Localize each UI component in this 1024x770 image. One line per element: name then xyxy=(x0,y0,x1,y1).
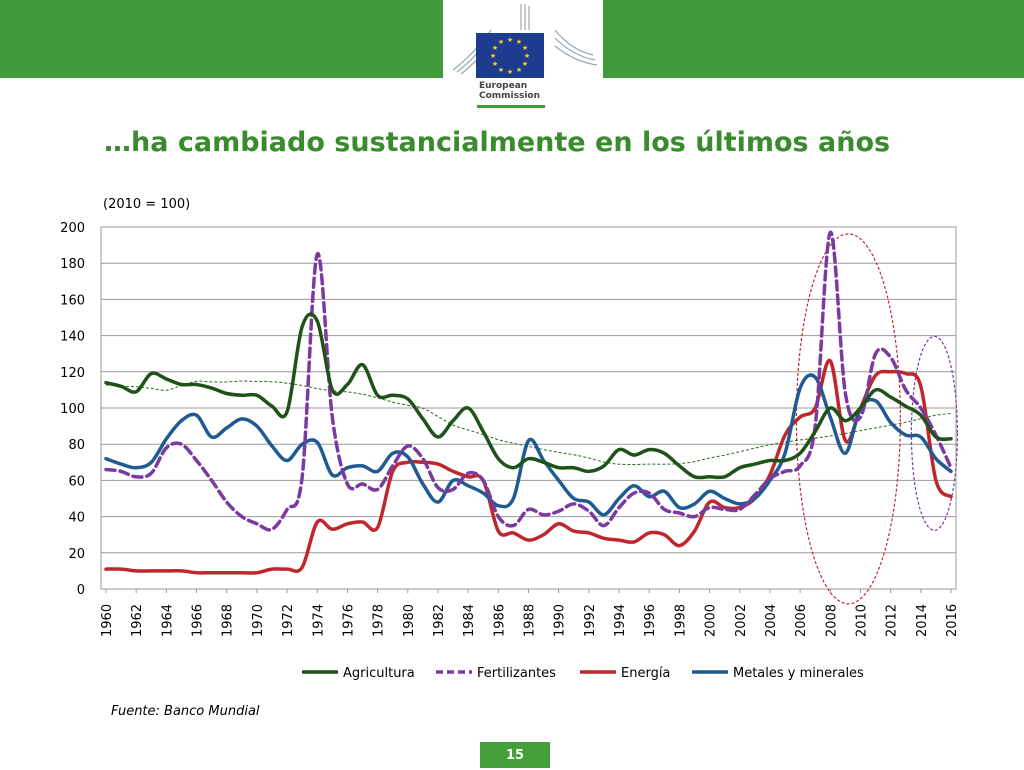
x-tick-label: 1992 xyxy=(583,604,598,637)
svg-text:★: ★ xyxy=(522,60,528,68)
series-line-energ-a xyxy=(104,359,953,575)
svg-text:★: ★ xyxy=(522,44,528,52)
x-tick-label: 2004 xyxy=(764,604,779,637)
logo-text: European Commission xyxy=(479,81,540,101)
x-tick-label: 2000 xyxy=(704,604,719,637)
x-tick-label: 1984 xyxy=(462,604,477,637)
legend-label: Energía xyxy=(621,666,670,681)
x-tick-label: 1990 xyxy=(553,604,568,637)
logo-line-2: Commission xyxy=(479,91,541,101)
x-tick-label: 1988 xyxy=(523,604,538,637)
y-tick-label: 180 xyxy=(60,257,85,272)
svg-text:★: ★ xyxy=(516,38,522,46)
y-tick-label: 100 xyxy=(60,402,85,417)
eu-flag-icon: ★ ★★ ★★★ ★★★ ★★★ xyxy=(452,4,598,78)
page-number: 15 xyxy=(480,742,550,768)
y-tick-label: 140 xyxy=(60,330,85,345)
svg-text:★: ★ xyxy=(492,60,498,68)
x-tick-label: 1982 xyxy=(432,604,447,637)
logo-line-1: European xyxy=(479,81,528,91)
series-line-agricultura xyxy=(104,312,953,480)
svg-text:★: ★ xyxy=(516,66,522,74)
x-tick-label: 2002 xyxy=(734,604,749,637)
slide-title: …ha cambiado sustancialmente en los últi… xyxy=(104,127,891,158)
y-tick-label: 120 xyxy=(60,366,85,381)
svg-text:★: ★ xyxy=(498,66,504,74)
series-line-metales-y-minerales xyxy=(104,373,953,517)
y-tick-label: 200 xyxy=(60,221,85,236)
x-tick-label: 2016 xyxy=(945,604,960,637)
x-tick-label: 1960 xyxy=(100,604,115,637)
x-tick-label: 1972 xyxy=(281,604,296,637)
y-tick-label: 40 xyxy=(68,511,85,526)
x-tick-label: 2012 xyxy=(885,604,900,637)
x-tick-label: 1962 xyxy=(130,604,145,637)
x-tick-label: 1964 xyxy=(160,604,175,637)
svg-text:★: ★ xyxy=(507,68,513,76)
y-tick-label: 0 xyxy=(77,583,85,598)
x-tick-label: 1976 xyxy=(341,604,356,637)
x-tick-label: 1968 xyxy=(221,604,236,637)
x-tick-label: 1986 xyxy=(492,604,507,637)
x-tick-label: 1970 xyxy=(251,604,266,637)
y-tick-label: 20 xyxy=(68,547,85,562)
european-commission-logo: ★ ★ ★ ★ ★ ★ ★ ★ ★ ★ ★ ★ xyxy=(443,0,603,112)
x-tick-label: 2014 xyxy=(915,604,930,637)
x-tick-label: 1978 xyxy=(372,604,387,637)
x-tick-label: 2006 xyxy=(794,604,809,637)
unit-note: (2010 = 100) xyxy=(103,197,191,212)
x-tick-label: 2010 xyxy=(854,604,869,637)
x-tick-label: 1974 xyxy=(311,604,326,637)
series-line-fertilizantes xyxy=(104,230,953,532)
x-tick-label: 2008 xyxy=(824,604,839,637)
x-tick-label: 1966 xyxy=(191,604,206,637)
legend-label: Fertilizantes xyxy=(477,666,556,681)
legend-label: Agricultura xyxy=(343,666,415,681)
x-tick-label: 1996 xyxy=(643,604,658,637)
svg-text:★: ★ xyxy=(492,44,498,52)
logo-underline xyxy=(477,105,545,108)
x-tick-label: 1980 xyxy=(402,604,417,637)
x-tick-label: 1994 xyxy=(613,604,628,637)
highlight-ellipse-2015 xyxy=(910,335,959,531)
y-tick-label: 80 xyxy=(68,438,85,453)
source-note: Fuente: Banco Mundial xyxy=(111,704,260,719)
svg-text:★: ★ xyxy=(490,52,496,60)
y-tick-label: 60 xyxy=(68,474,85,489)
svg-text:★: ★ xyxy=(507,36,513,44)
svg-text:★: ★ xyxy=(498,38,504,46)
svg-text:★: ★ xyxy=(524,52,530,60)
x-tick-label: 1998 xyxy=(673,604,688,637)
legend-label: Metales y minerales xyxy=(733,666,864,681)
y-tick-label: 160 xyxy=(60,293,85,308)
